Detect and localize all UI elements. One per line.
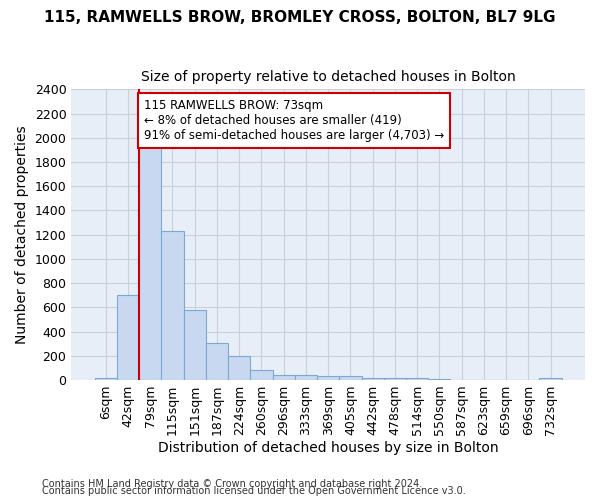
Bar — [539, 378, 562, 380]
Text: 115, RAMWELLS BROW, BROMLEY CROSS, BOLTON, BL7 9LG: 115, RAMWELLS BROW, BROMLEY CROSS, BOLTO… — [44, 10, 556, 25]
Bar — [384, 378, 406, 380]
X-axis label: Distribution of detached houses by size in Bolton: Distribution of detached houses by size … — [158, 441, 499, 455]
Bar — [428, 378, 451, 380]
Bar — [317, 376, 339, 380]
Bar — [362, 378, 384, 380]
Text: Contains HM Land Registry data © Crown copyright and database right 2024.: Contains HM Land Registry data © Crown c… — [42, 479, 422, 489]
Bar — [206, 343, 228, 380]
Bar — [117, 295, 139, 380]
Bar — [161, 231, 184, 380]
Title: Size of property relative to detached houses in Bolton: Size of property relative to detached ho… — [141, 70, 515, 84]
Bar — [272, 374, 295, 380]
Bar — [184, 310, 206, 380]
Bar — [95, 378, 117, 380]
Bar — [406, 378, 428, 380]
Bar — [250, 370, 272, 380]
Text: Contains public sector information licensed under the Open Government Licence v3: Contains public sector information licen… — [42, 486, 466, 496]
Text: 115 RAMWELLS BROW: 73sqm
← 8% of detached houses are smaller (419)
91% of semi-d: 115 RAMWELLS BROW: 73sqm ← 8% of detache… — [143, 99, 444, 142]
Bar — [139, 144, 161, 380]
Bar — [295, 375, 317, 380]
Bar — [339, 376, 362, 380]
Bar — [228, 356, 250, 380]
Y-axis label: Number of detached properties: Number of detached properties — [15, 126, 29, 344]
